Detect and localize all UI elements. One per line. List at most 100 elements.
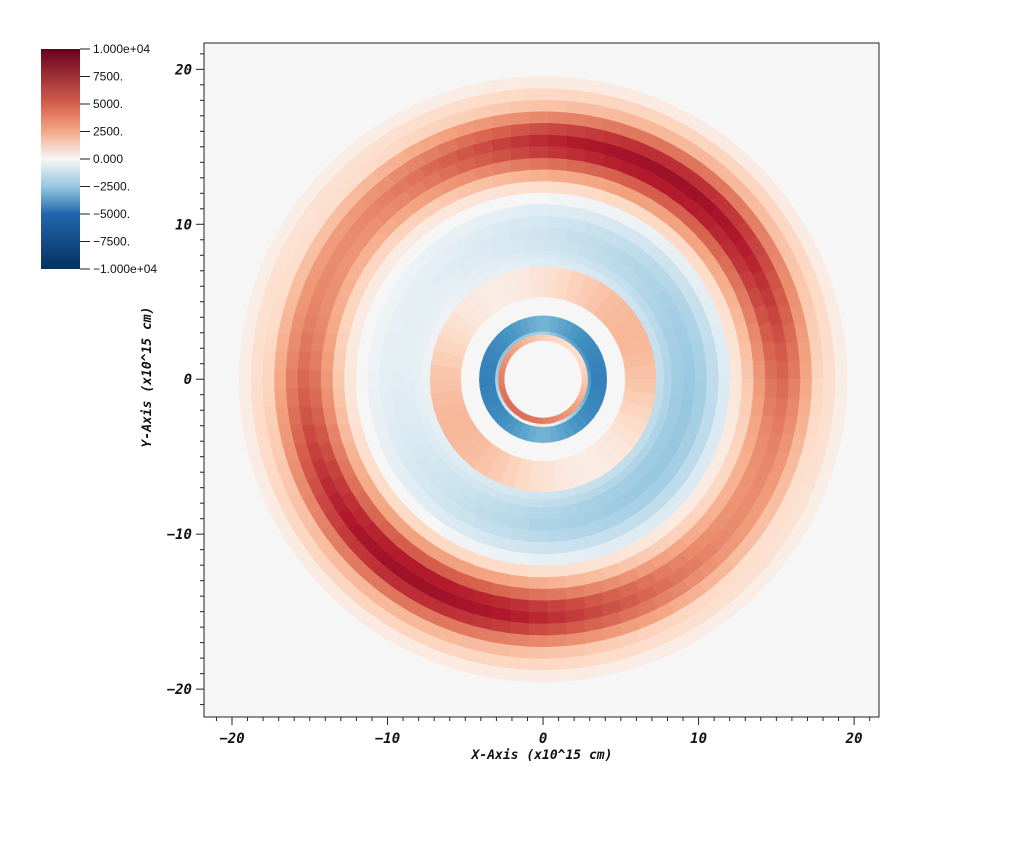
heatmap-cell — [444, 366, 454, 380]
plot-frame — [203, 42, 880, 718]
heatmap-cell — [509, 122, 530, 137]
heatmap-cell — [528, 576, 549, 590]
heatmap-cell — [343, 350, 358, 371]
heatmap-cell — [542, 658, 563, 671]
heatmap-cell — [752, 379, 766, 399]
heatmap-cell — [273, 388, 288, 408]
heatmap-cell — [402, 360, 416, 380]
heatmap-cell — [547, 169, 568, 183]
color-legend: 1.000e+04 7500. 5000. 2500. 0.000 −2500. −5000… — [41, 42, 157, 276]
heatmap-cell — [239, 341, 254, 362]
heatmap-cell — [379, 350, 394, 371]
heatmap-cell — [542, 281, 557, 291]
heatmap-cell — [320, 369, 333, 390]
heatmap-cell — [624, 367, 634, 380]
heatmap-cell — [542, 483, 559, 493]
heatmap-cell — [509, 99, 530, 114]
heatmap-cell — [797, 397, 812, 418]
heatmap-cell — [421, 363, 431, 380]
heatmap-cell — [528, 600, 549, 613]
heatmap-cell — [528, 623, 549, 636]
heatmap-cell — [413, 379, 424, 397]
heatmap-cell — [542, 76, 563, 89]
heatmap-cell — [528, 99, 549, 112]
heatmap-cell — [320, 350, 335, 371]
y-tick-label: 0 — [184, 372, 192, 388]
heatmap-cell — [561, 656, 582, 671]
heatmap-cell — [262, 388, 276, 408]
heatmap-cell — [694, 359, 708, 380]
heatmap-cell — [500, 379, 505, 385]
heatmap-cell — [437, 365, 447, 380]
heatmap-cell — [528, 541, 549, 555]
heatmap-cell — [526, 491, 544, 501]
heatmap-cell — [379, 387, 394, 409]
heatmap-cell — [639, 379, 650, 394]
heatmap-cell — [547, 157, 568, 171]
heatmap-cell — [821, 340, 836, 362]
heatmap-cell — [529, 475, 544, 485]
heatmap-cell — [542, 468, 557, 478]
heatmap-cell — [776, 379, 790, 399]
heatmap-cell — [429, 364, 439, 380]
heatmap-cell — [717, 359, 731, 380]
heatmap-cell — [785, 341, 801, 362]
heatmap-cell — [811, 360, 825, 380]
heatmap-cell — [547, 552, 568, 567]
heatmap-cell — [509, 574, 530, 589]
heatmap-cell — [624, 379, 634, 392]
heatmap-cell — [542, 438, 552, 444]
heatmap-cell — [509, 610, 530, 624]
heatmap-cell — [694, 379, 708, 399]
heatmap-cell — [297, 369, 310, 389]
heatmap-cell — [509, 621, 530, 636]
heatmap-cell — [429, 379, 439, 395]
heatmap-cell — [787, 379, 801, 399]
heatmap-cell — [809, 397, 824, 418]
heatmap-cell — [542, 475, 558, 485]
heatmap-cell — [811, 379, 825, 399]
heatmap-cell — [285, 388, 300, 408]
heatmap-cell — [547, 599, 568, 613]
heatmap-cell — [542, 265, 559, 276]
y-axis-title: Y-Axis (x10^15 cm) — [140, 307, 155, 448]
heatmap-cell — [509, 146, 530, 161]
color-legend-label: 7500. — [93, 70, 123, 84]
heatmap-cell — [542, 498, 561, 509]
heatmap-cell — [479, 370, 484, 380]
heatmap-cell — [509, 645, 530, 659]
heatmap-cell — [509, 169, 530, 184]
heatmap-cell — [528, 518, 549, 532]
heatmap-cell — [542, 289, 556, 299]
heatmap-cell — [542, 87, 563, 101]
heatmap-cell — [528, 646, 549, 660]
heatmap-cell — [531, 460, 544, 470]
x-tick-label: −20 — [219, 731, 244, 747]
heatmap-cell — [504, 667, 525, 682]
color-legend-label: 1.000e+04 — [93, 42, 150, 56]
heatmap-cell — [682, 359, 696, 380]
heatmap-cell — [527, 483, 544, 493]
heatmap-cell — [534, 315, 544, 320]
heatmap-cell — [528, 110, 549, 124]
heatmap-cell — [523, 658, 544, 671]
heatmap-cell — [547, 99, 567, 113]
heatmap-cell — [547, 192, 568, 206]
heatmap-cell — [251, 340, 265, 362]
y-tick-label: −10 — [167, 527, 192, 543]
heatmap-cell — [421, 379, 431, 396]
heatmap-cell — [497, 379, 502, 386]
heatmap-cell — [528, 565, 549, 578]
heatmap-cell — [528, 180, 549, 194]
heatmap-cell — [250, 359, 264, 380]
heatmap-cell — [547, 110, 568, 125]
heatmap-cell — [452, 367, 462, 380]
heatmap-cell — [547, 646, 567, 660]
heatmap-cell — [670, 379, 685, 398]
heatmap-cell — [705, 359, 720, 380]
heatmap-cell — [534, 438, 544, 444]
heatmap-cell — [547, 634, 568, 648]
heatmap-cell — [285, 350, 300, 371]
heatmap-cell — [297, 388, 311, 408]
heatmap-cell — [741, 379, 755, 399]
